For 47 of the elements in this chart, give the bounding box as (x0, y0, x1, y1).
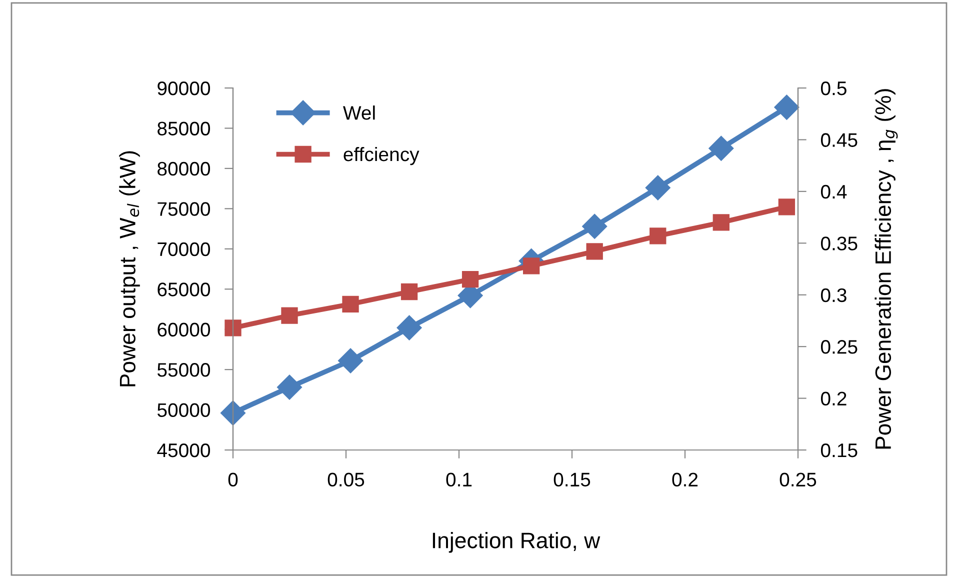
y-tick-label: 75000 (158, 202, 210, 216)
y2-tick-label: 0.15 (820, 443, 858, 458)
y2-tick-label: 0.3 (820, 288, 846, 302)
point (582, 214, 608, 239)
x-tick-label: 0.05 (328, 472, 364, 487)
x-tick-label: 0.1 (446, 472, 472, 487)
y-tick-label: 90000 (158, 81, 210, 96)
x-axis-title: Injection Ratio, w (432, 532, 600, 553)
y-tick-label: 80000 (158, 162, 210, 176)
point (277, 374, 302, 400)
point (778, 198, 796, 216)
y-tick-label: 65000 (158, 282, 210, 296)
y-tick-label: 70000 (158, 242, 210, 256)
point (645, 175, 670, 200)
y2-tick-label: 0.35 (820, 236, 858, 250)
x-tick-label: 0.25 (780, 472, 816, 487)
point (712, 214, 730, 231)
point (396, 315, 422, 340)
y2-tick-label: 0.25 (820, 340, 858, 354)
x-tick-label: 0 (228, 472, 238, 487)
y-tick-label: 60000 (158, 322, 210, 337)
y-tick-label: 85000 (158, 122, 210, 136)
y-tick-label: 45000 (157, 443, 210, 458)
y2-axis-title: Power Generation Efficiency , η$_{g}$ (%) (874, 89, 898, 449)
point (220, 400, 246, 426)
point (462, 271, 479, 288)
legend-label: effciency (344, 146, 420, 166)
y-tick-label: 55000 (157, 363, 210, 377)
y2-tick-label: 0.5 (820, 81, 846, 96)
x-tick-label: 0.15 (554, 472, 590, 487)
point (586, 243, 603, 260)
point (522, 258, 540, 274)
y-axis-title: Power output , W$_{el}$ (kW) (119, 151, 140, 386)
point (400, 283, 418, 300)
y2-tick-label: 0.45 (820, 133, 858, 147)
y2-tick-label: 0.4 (820, 184, 847, 199)
y2-tick-label: 0.2 (820, 392, 846, 406)
point (281, 307, 298, 324)
point (338, 348, 363, 374)
point (774, 94, 800, 120)
point (650, 228, 666, 244)
point (224, 320, 242, 336)
legend-label: Wel (343, 106, 375, 120)
y-tick-label: 50000 (157, 403, 210, 418)
point (708, 136, 734, 161)
x-tick-label: 0.2 (672, 472, 698, 487)
point (342, 296, 359, 312)
